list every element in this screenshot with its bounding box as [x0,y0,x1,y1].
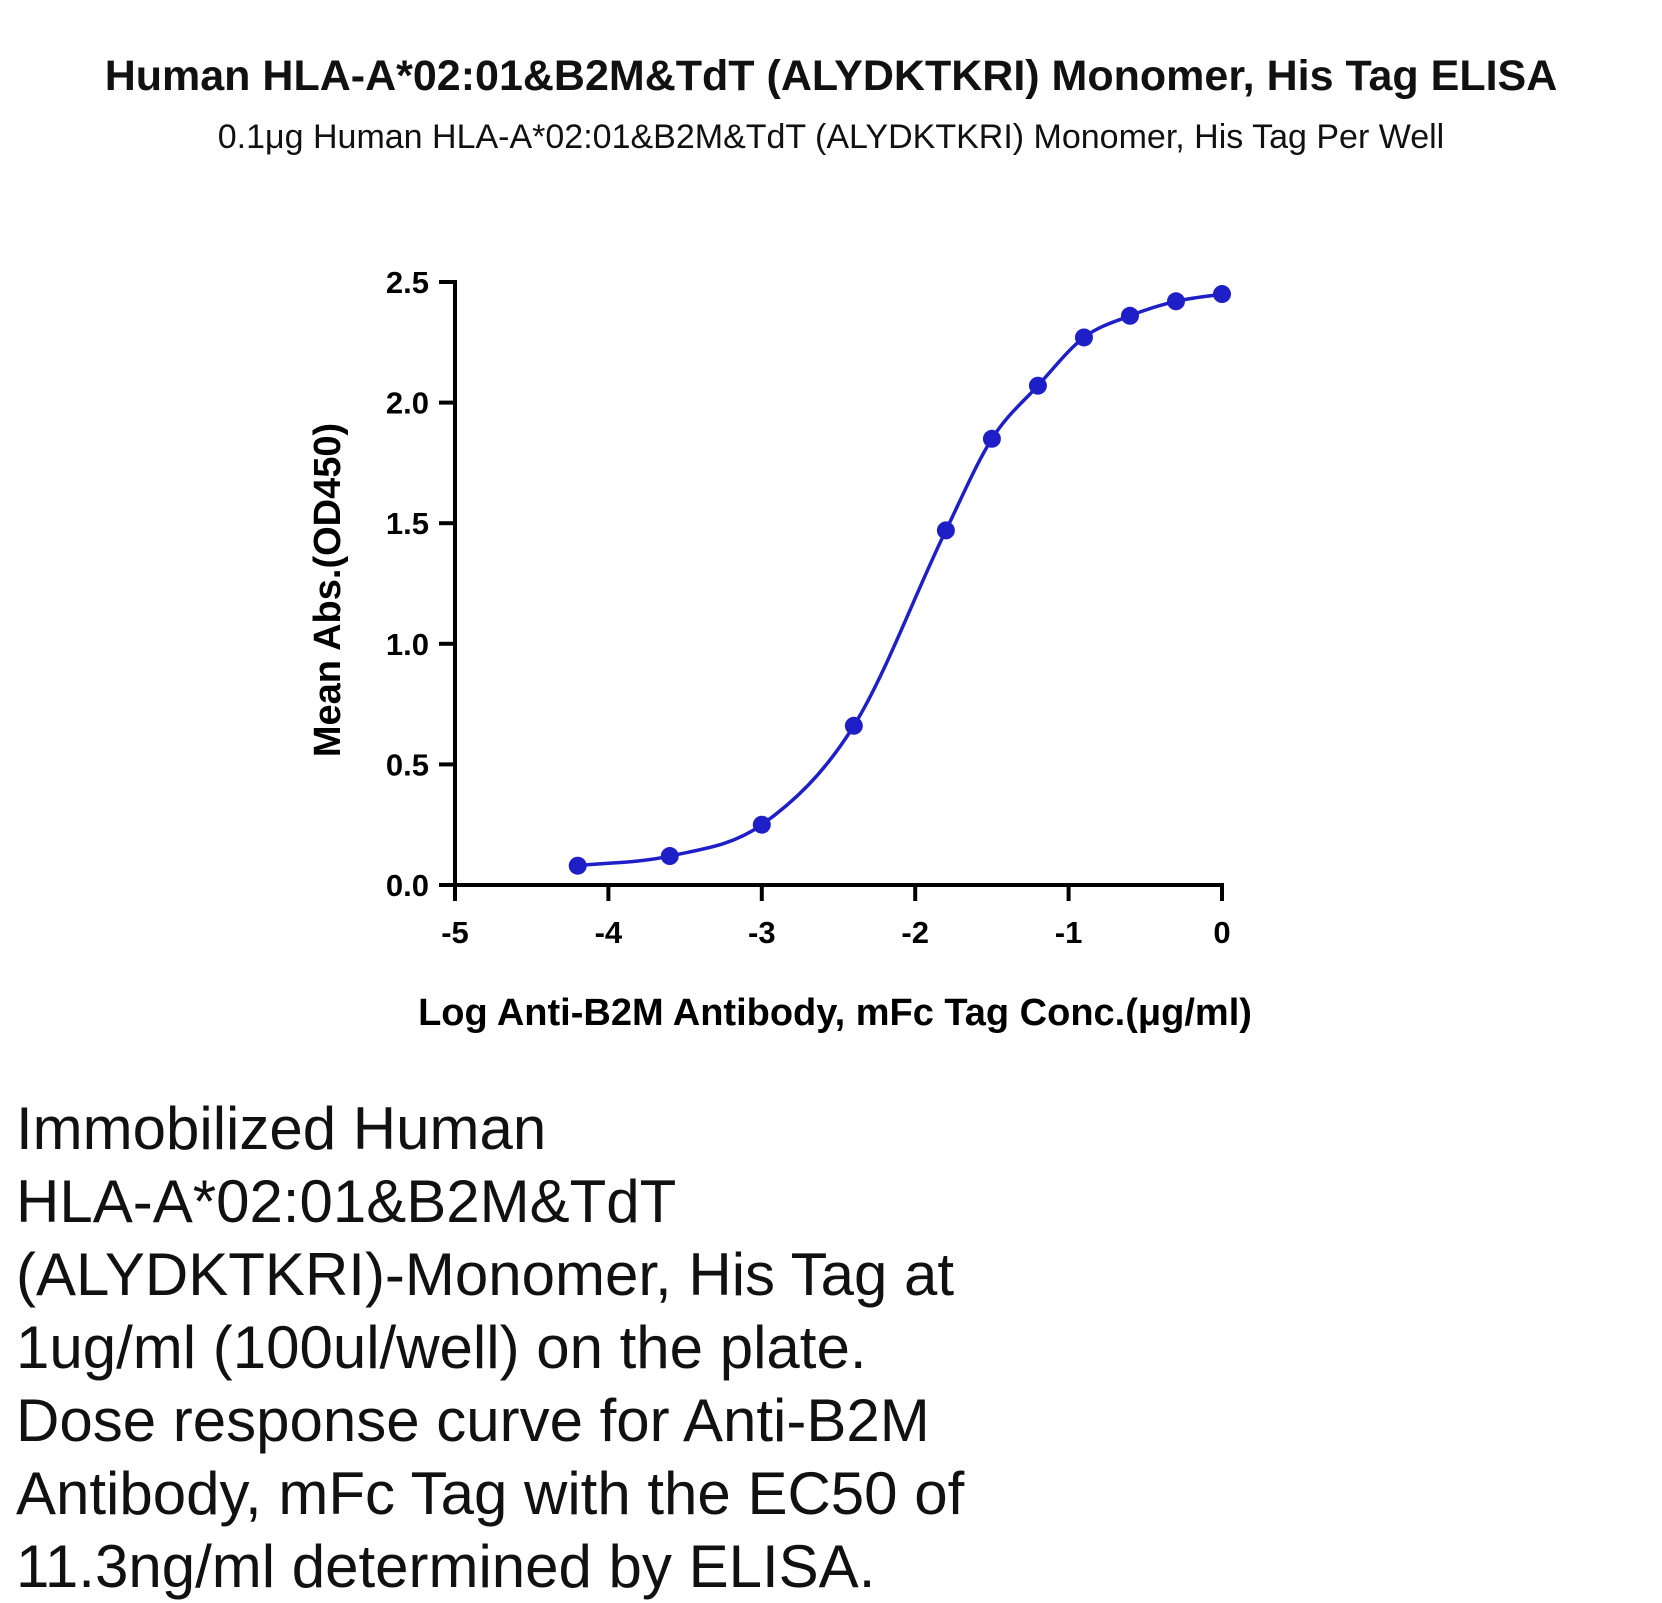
x-tick-label: -2 [901,915,929,950]
x-tick-label: 0 [1213,915,1230,950]
y-tick-label: 2.5 [386,265,429,300]
data-point [752,815,771,834]
y-tick-label: 1.5 [386,506,429,541]
data-point [568,856,587,875]
x-axis-label: Log Anti-B2M Antibody, mFc Tag Conc.(μg/… [418,992,1252,1034]
data-point [844,716,863,735]
figure-caption: Immobilized Human HLA-A*02:01&B2M&TdT (A… [16,1095,965,1600]
chart-subtitle: 0.1μg Human HLA-A*02:01&B2M&TdT (ALYDKTK… [217,118,1445,156]
x-tick-label: -3 [748,915,776,950]
chart-axes: 0.0 0.5 1.0 1.5 2.0 2.5 -5 -4 -3 -2 -1 0 [386,265,1231,950]
data-point [1120,306,1139,325]
data-point [1166,292,1185,311]
data-point [1213,285,1231,304]
y-tick-label: 2.0 [386,386,429,421]
y-tick-label: 1.0 [386,627,429,662]
elisa-chart: 0.0 0.5 1.0 1.5 2.0 2.5 -5 -4 -3 -2 -1 0 Mean Abs.(… [307,265,1252,1034]
data-point [1074,328,1093,347]
data-point [1028,376,1047,395]
y-tick-label: 0.0 [386,868,429,903]
y-tick-label: 0.5 [386,747,429,782]
data-point [982,429,1001,448]
fit-curve [577,292,1223,868]
data-points [568,285,1231,875]
x-tick-label: -1 [1055,915,1083,950]
y-axis-label: Mean Abs.(OD450) [307,423,349,757]
chart-title: Human HLA-A*02:01&B2M&TdT (ALYDKTKRI) Mo… [104,52,1558,100]
data-point [660,847,679,866]
x-tick-label: -5 [441,915,469,950]
x-tick-label: -4 [595,915,623,950]
data-point [936,521,955,540]
